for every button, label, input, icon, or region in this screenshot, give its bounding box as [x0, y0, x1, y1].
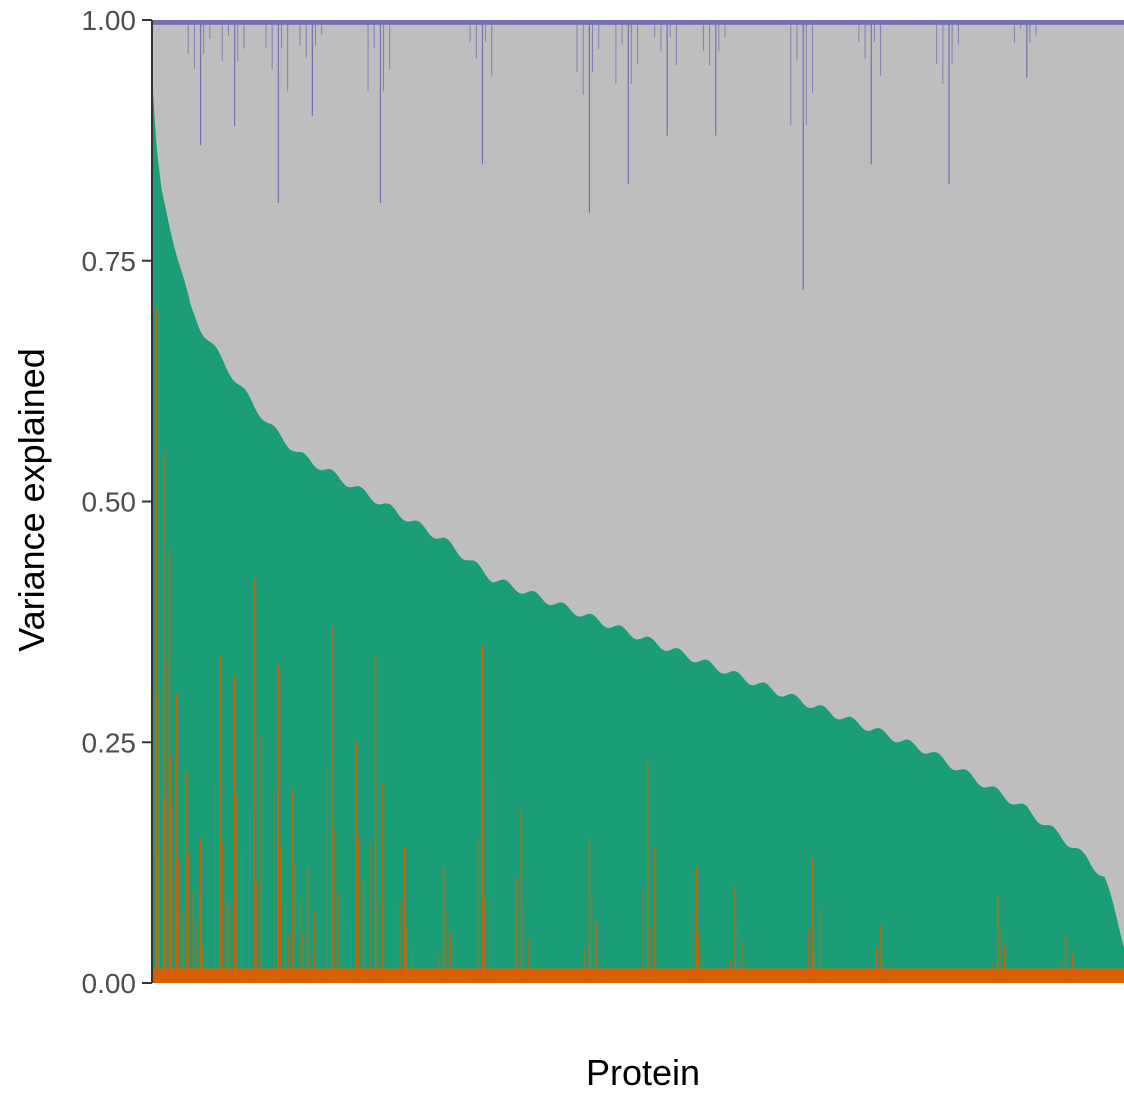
plot-area	[151, 20, 1124, 983]
y-tick-label: 0.50	[82, 487, 137, 518]
y-axis-title: Variance explained	[11, 348, 52, 652]
y-tick-label: 0.75	[82, 246, 137, 277]
y-tick-label: 1.00	[82, 5, 137, 36]
orange-series-baseline	[152, 968, 1124, 983]
y-axis: 0.00 0.25 0.50 0.75 1.00	[82, 5, 153, 999]
y-tick-label: 0.25	[82, 727, 137, 758]
green-series-area	[152, 77, 1124, 983]
x-axis-title: Protein	[586, 1052, 700, 1093]
y-tick-label: 0.00	[82, 968, 137, 999]
